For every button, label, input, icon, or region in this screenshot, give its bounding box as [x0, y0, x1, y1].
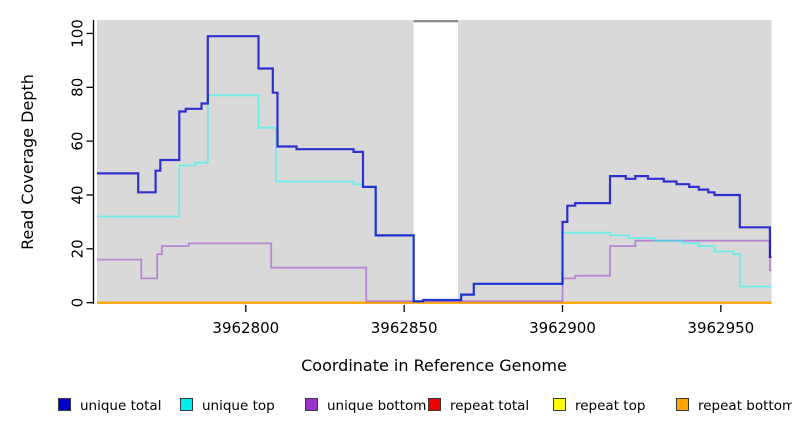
- x-tick-label: 3962900: [529, 319, 596, 337]
- legend-swatch-repeat-total: [428, 398, 441, 411]
- series-unique-bottom-line: [97, 239, 772, 303]
- legend: unique total unique top unique bottom repea…: [0, 395, 792, 419]
- legend-swatch-repeat-top: [553, 398, 566, 411]
- legend-swatch-unique-bottom: [305, 398, 318, 411]
- legend-label-repeat-top: repeat top: [575, 398, 646, 414]
- legend-swatch-unique-total: [58, 398, 71, 411]
- legend-label-unique-bottom: unique bottom: [327, 398, 427, 414]
- legend-swatch-repeat-bottom: [676, 398, 689, 411]
- y-tick-label: 40: [69, 185, 87, 204]
- legend-item-unique-bottom: unique bottom: [305, 395, 426, 417]
- gap-region: [413, 20, 458, 304]
- series-unique-total-line: [97, 35, 772, 303]
- y-tick-label: 20: [69, 239, 87, 258]
- legend-item-repeat-top: repeat top: [553, 395, 645, 417]
- x-tick-label: 3962950: [687, 319, 754, 337]
- legend-item-unique-total: unique total: [58, 395, 161, 417]
- y-tick-label: 100: [69, 19, 87, 48]
- legend-swatch-unique-top: [180, 398, 193, 411]
- y-tick-label: 80: [69, 78, 87, 97]
- x-tick-label: 3962800: [212, 319, 279, 337]
- x-axis-label: Coordinate in Reference Genome: [301, 356, 567, 375]
- legend-item-repeat-total: repeat total: [428, 395, 529, 417]
- legend-label-unique-total: unique total: [80, 398, 162, 414]
- legend-item-unique-top: unique top: [180, 395, 275, 417]
- legend-item-repeat-bottom: repeat bottom: [676, 395, 792, 417]
- legend-label-repeat-total: repeat total: [450, 398, 530, 414]
- legend-label-unique-top: unique top: [202, 398, 275, 414]
- y-tick-label: 0: [69, 298, 87, 308]
- y-axis-label: Read Coverage Depth: [18, 74, 37, 250]
- x-tick-label: 3962850: [371, 319, 438, 337]
- legend-label-repeat-bottom: repeat bottom: [698, 398, 792, 414]
- y-tick-label: 60: [69, 132, 87, 151]
